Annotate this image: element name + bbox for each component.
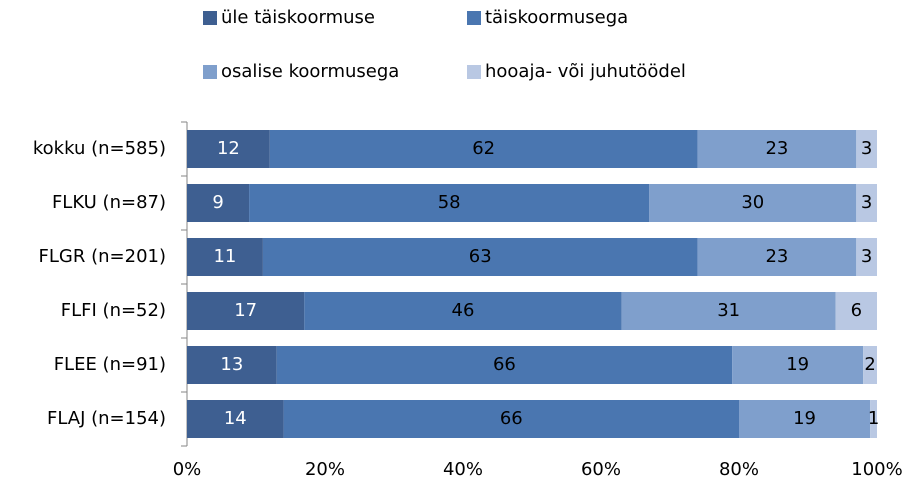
y-tick-label: kokku (n=585) (33, 138, 166, 159)
value-label: 58 (438, 192, 461, 213)
value-label: 3 (861, 192, 872, 213)
bar-segment (621, 292, 836, 330)
bar-segment (262, 238, 698, 276)
bar-segment (187, 130, 270, 168)
value-label: 19 (793, 408, 816, 429)
legend-label: hooaja- või juhutöödel (485, 61, 686, 82)
bar-segment (187, 346, 277, 384)
bar-segment (870, 400, 877, 438)
bar-segment (856, 130, 877, 168)
legend-swatch (203, 11, 217, 25)
bar-segment (649, 184, 857, 222)
value-label: 23 (765, 138, 788, 159)
value-label: 11 (213, 246, 236, 267)
value-label: 3 (861, 246, 872, 267)
x-tick-label: 80% (719, 459, 759, 480)
value-label: 66 (500, 408, 523, 429)
value-label: 13 (220, 354, 243, 375)
bar-segment (304, 292, 622, 330)
bar-segment (856, 238, 877, 276)
legend-swatch (467, 65, 481, 79)
y-tick-label: FLFI (n=52) (61, 300, 166, 321)
bar-segment (697, 238, 857, 276)
bar-segment (187, 400, 284, 438)
value-label: 17 (234, 300, 257, 321)
bar-segment (187, 184, 250, 222)
bar-segment (856, 184, 877, 222)
x-tick-label: 40% (443, 459, 483, 480)
bar-segment (835, 292, 877, 330)
x-tick-label: 100% (851, 459, 902, 480)
bar-segment (187, 292, 305, 330)
bar-segment (732, 346, 864, 384)
value-label: 46 (452, 300, 475, 321)
y-tick-label: FLAJ (n=154) (47, 408, 166, 429)
value-label: 30 (741, 192, 764, 213)
value-label: 1 (868, 408, 879, 429)
value-label: 3 (861, 138, 872, 159)
x-tick-label: 0% (173, 459, 202, 480)
bar-segment (187, 238, 263, 276)
bar-segment (697, 130, 857, 168)
bar-segment (739, 400, 871, 438)
legend-swatch (203, 65, 217, 79)
y-tick-label: FLEE (n=91) (54, 354, 166, 375)
value-label: 23 (765, 246, 788, 267)
legend-label: täiskoormusega (485, 7, 628, 28)
value-label: 6 (851, 300, 862, 321)
legend-label: üle täiskoormuse (221, 7, 375, 28)
legend-swatch (467, 11, 481, 25)
x-tick-label: 60% (581, 459, 621, 480)
y-tick-label: FLKU (n=87) (52, 192, 166, 213)
bar-segment (276, 346, 733, 384)
x-tick-label: 20% (305, 459, 345, 480)
value-label: 66 (493, 354, 516, 375)
bar-segment (863, 346, 877, 384)
bar-segment (249, 184, 650, 222)
value-label: 62 (472, 138, 495, 159)
value-label: 63 (469, 246, 492, 267)
bar-segment (283, 400, 739, 438)
value-label: 2 (864, 354, 875, 375)
y-tick-label: FLGR (n=201) (39, 246, 166, 267)
value-label: 19 (786, 354, 809, 375)
bar-segment (269, 130, 698, 168)
value-label: 31 (717, 300, 740, 321)
legend-label: osalise koormusega (221, 61, 399, 82)
value-label: 9 (212, 192, 223, 213)
value-label: 12 (217, 138, 240, 159)
value-label: 14 (224, 408, 247, 429)
